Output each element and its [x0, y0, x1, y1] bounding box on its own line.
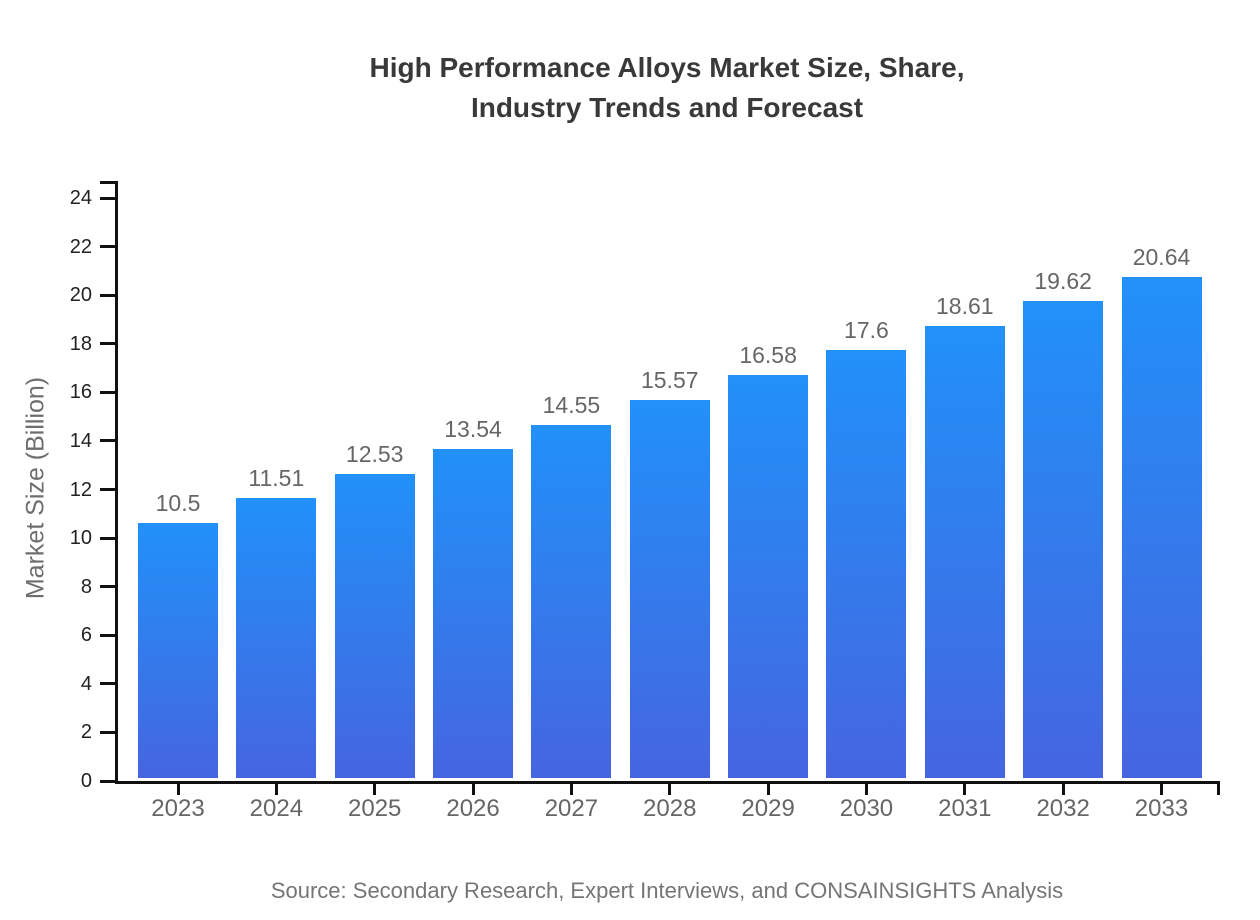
plot-area: 0 2 4 6 8 10 12 14 16 18 20 22 24 10.5 2023 11.51 2024 12… [70, 181, 1220, 822]
bar-2030 [826, 350, 907, 778]
x-tick-label-2030: 2030 [839, 795, 894, 822]
x-axis-end-cap [1217, 784, 1220, 795]
bar-2028 [629, 399, 710, 778]
bar-value-label: 10.5 [155, 489, 201, 516]
bar-2026 [433, 449, 514, 778]
y-tick-label: 0 [80, 770, 92, 792]
bar-value-label: 14.55 [542, 391, 601, 418]
y-tick-label: 10 [69, 527, 92, 550]
x-tick-label-2033: 2033 [1134, 795, 1189, 822]
x-tick-label-2031: 2031 [938, 795, 992, 822]
bar-2027 [531, 424, 612, 778]
x-tick [668, 784, 672, 795]
y-tick [100, 730, 115, 734]
bar-value-label: 18.61 [936, 292, 994, 319]
y-tick-label: 16 [69, 381, 92, 404]
y-tick [100, 536, 115, 540]
x-tick-label-2026: 2026 [446, 795, 500, 822]
bar-2029 [728, 375, 809, 778]
y-tick [100, 245, 115, 249]
x-tick [963, 784, 967, 795]
x-tick [766, 784, 770, 795]
y-tick-label: 24 [69, 187, 92, 209]
y-tick-label: 18 [69, 332, 92, 355]
x-tick [373, 784, 377, 795]
x-tick [471, 784, 475, 795]
y-tick [100, 633, 115, 637]
y-tick [100, 488, 115, 491]
bar-value-label: 12.53 [345, 440, 404, 467]
bar-2025 [334, 473, 415, 778]
bar-2033 [1121, 276, 1202, 778]
y-tick-label: 2 [80, 721, 92, 744]
x-tick-label-2029: 2029 [741, 795, 795, 822]
y-tick [100, 779, 115, 783]
chart-title-line2: Industry Trends and Forecast [470, 92, 864, 123]
y-tick [100, 342, 115, 346]
y-tick-label: 4 [80, 672, 92, 695]
y-tick-label: 12 [69, 478, 92, 501]
y-tick [100, 439, 115, 443]
x-tick [274, 784, 278, 795]
bar-value-label: 16.58 [739, 342, 797, 369]
bar-value-label: 13.54 [444, 416, 502, 443]
x-tick [864, 784, 868, 795]
x-tick-label-2027: 2027 [544, 795, 599, 822]
x-tick-label-2023: 2023 [151, 795, 205, 822]
y-tick [100, 390, 115, 394]
y-tick-label: 22 [69, 235, 92, 258]
bar-value-label: 11.51 [248, 465, 305, 492]
x-axis-line [115, 781, 1220, 784]
y-tick [100, 196, 115, 200]
bar-2032 [1023, 301, 1104, 778]
y-tick-label: 14 [69, 429, 92, 452]
bar-2024 [236, 498, 317, 778]
bar-2031 [924, 325, 1005, 778]
x-tick-label-2028: 2028 [643, 795, 697, 822]
x-tick [1160, 784, 1163, 795]
x-tick-label-2025: 2025 [347, 795, 402, 822]
bar-value-label: 20.64 [1132, 243, 1191, 270]
y-tick [100, 682, 115, 686]
x-tick [569, 784, 573, 795]
bar-2023 [138, 522, 218, 778]
bar-value-label: 15.57 [640, 366, 699, 393]
y-axis-end-cap [100, 181, 115, 184]
chart-title-line1: High Performance Alloys Market Size, Sha… [369, 52, 965, 83]
bar-value-label: 19.62 [1034, 268, 1092, 295]
x-tick [176, 784, 180, 795]
y-tick [100, 585, 115, 589]
x-tick-label-2024: 2024 [249, 795, 304, 822]
x-tick-label-2032: 2032 [1036, 795, 1090, 822]
chart-title: High Performance Alloys Market Size, Sha… [370, 48, 965, 128]
y-axis-line [115, 181, 118, 784]
source-note: Source: Secondary Research, Expert Inter… [270, 878, 1064, 903]
bar-value-label: 17.6 [844, 317, 889, 344]
y-tick-label: 8 [80, 575, 92, 598]
x-tick [1061, 784, 1065, 795]
y-tick-label: 20 [69, 284, 92, 307]
y-tick [100, 293, 115, 297]
y-tick-label: 6 [80, 624, 92, 647]
